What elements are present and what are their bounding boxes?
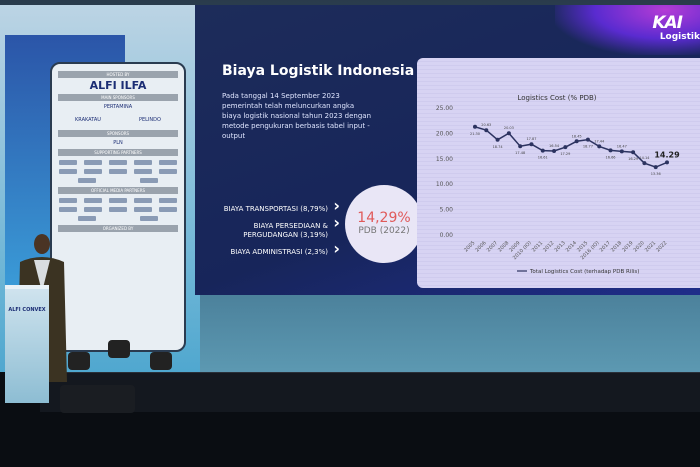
x-tick-label: 2021 (644, 240, 657, 253)
data-label: 16.47 (617, 144, 627, 148)
y-tick-label: 5.00 (440, 207, 454, 214)
data-point (608, 148, 613, 153)
total-circle: 14,29% PDB (2022) (345, 185, 423, 263)
data-point (495, 137, 500, 142)
kai-logo: KAI (652, 13, 683, 33)
data-label: 20.63 (481, 123, 491, 127)
cost-breakdown: BIAYA TRANSPORTASI (8,79%) BIAYA PERSEDI… (200, 201, 340, 265)
y-tick-label: 20.00 (436, 130, 453, 137)
series-line (474, 126, 668, 168)
x-tick-label: 2006 (474, 240, 487, 253)
slide-title: Biaya Logistik Indonesia (222, 63, 415, 79)
x-tick-label: 2017 (599, 240, 612, 253)
pelindo-logo: PELINDO (139, 117, 161, 123)
sponsor-banner: HOSTED BY ALFI ILFA MAIN SPONSORS PERTAM… (50, 62, 186, 352)
stage-light (108, 340, 130, 358)
main-sponsors-heading: MAIN SPONSORS (58, 94, 178, 101)
pln-logo: PLN (113, 140, 123, 146)
data-point (665, 160, 669, 165)
data-label: 17.44 (594, 139, 605, 143)
x-tick-label: 2012 (542, 240, 555, 253)
x-tick-label: 2005 (463, 240, 476, 253)
data-label: 16.66 (606, 155, 616, 159)
data-label: 16.61 (538, 156, 548, 160)
data-label: 13.36 (651, 172, 661, 176)
chart-title: Logistics Cost (% PDB) (517, 94, 596, 102)
stage-light (68, 352, 90, 370)
supporting-heading: SUPPORTING PARTNERS (58, 149, 178, 156)
data-point (619, 149, 624, 154)
x-tick-label: 2007 (486, 240, 499, 253)
data-point (506, 131, 511, 136)
data-label: 21.30 (470, 132, 480, 136)
slide-description: Pada tanggal 14 September 2023 pemerinta… (222, 92, 372, 140)
data-label: 20.03 (504, 126, 514, 130)
podium-logo: ALFI CONVEX (8, 307, 46, 313)
partner-logos (58, 160, 178, 183)
data-point (653, 165, 658, 170)
legend-label: Total Logistics Cost (terhadap PDB Rilis… (529, 269, 639, 275)
data-label: 17.48 (515, 151, 525, 155)
data-label: 16.29 (628, 157, 638, 161)
x-tick-label: 2019 (621, 240, 634, 253)
x-tick-label: 2014 (565, 240, 578, 253)
stage-monitor (60, 385, 135, 413)
cost-item-inventory: BIAYA PERSEDIAAN & PERGUDANGAN (3,19%) (200, 218, 340, 240)
cost-item-admin: BIAYA ADMINISTRASI (2,3%) (200, 244, 340, 257)
data-point (484, 128, 489, 133)
krakatau-logo: KRAKATAU (75, 117, 101, 123)
alfi-logo: ALFI ILFA (89, 79, 147, 92)
media-heading: OFFICIAL MEDIA PARTNERS (58, 187, 178, 194)
y-tick-label: 15.00 (436, 156, 453, 163)
y-tick-label: 0.00 (440, 232, 454, 239)
data-point (518, 144, 523, 149)
pertamina-logo: PERTAMINA (103, 104, 133, 110)
x-tick-label: 2011 (531, 240, 544, 253)
sponsor-logos: KRAKATAU PELINDO (58, 114, 178, 126)
organized-heading: ORGANIZED BY (58, 225, 178, 232)
data-label: 17.87 (526, 137, 536, 141)
data-point (552, 148, 557, 153)
data-point (597, 144, 602, 149)
x-tick-label: 2013 (554, 240, 567, 253)
data-point (574, 139, 579, 144)
y-tick-label: 25.00 (436, 105, 453, 112)
kai-logo-sub: Logistik (659, 32, 700, 42)
data-point (642, 161, 647, 166)
data-point (529, 142, 534, 147)
total-pct: 14,29% (357, 210, 411, 226)
total-label: PDB (2022) (358, 226, 410, 236)
hosted-by-heading: HOSTED BY (58, 71, 178, 78)
podium: ALFI CONVEX (5, 285, 49, 403)
media-logos (58, 198, 178, 221)
data-point (563, 145, 568, 150)
data-point (540, 148, 545, 153)
screen-glow (555, 5, 700, 55)
cost-item-transport: BIAYA TRANSPORTASI (8,79%) (200, 201, 340, 214)
chart-panel: Logistics Cost (% PDB) 0.00 5.00 10.00 15.00… (417, 58, 700, 288)
data-label: 16.54 (549, 144, 560, 148)
data-point (585, 137, 590, 142)
data-point (631, 150, 636, 155)
presentation-screen: KAI Logistik Biaya Logistik Indonesia Pa… (195, 5, 700, 295)
data-label: 18.45 (572, 134, 582, 138)
logistics-cost-chart: Logistics Cost (% PDB) 0.00 5.00 10.00 15.00… (436, 94, 680, 275)
data-label: 18.74 (493, 145, 504, 149)
data-label: 17.29 (560, 152, 570, 156)
y-tick-label: 10.00 (436, 181, 453, 188)
x-tick-label: 2020 (633, 240, 646, 253)
sponsors-heading: SPONSORS (58, 130, 178, 137)
stage-light (150, 352, 172, 370)
x-tick-label: 2008 (497, 240, 510, 253)
data-label: 18.77 (583, 145, 593, 149)
data-point (473, 124, 477, 129)
x-tick-label: 2018 (610, 240, 623, 253)
x-tick-label: 2022 (655, 240, 668, 253)
data-label: 14.14 (639, 156, 650, 160)
highlight-label: 14.29 (654, 150, 680, 159)
stage (40, 372, 700, 412)
